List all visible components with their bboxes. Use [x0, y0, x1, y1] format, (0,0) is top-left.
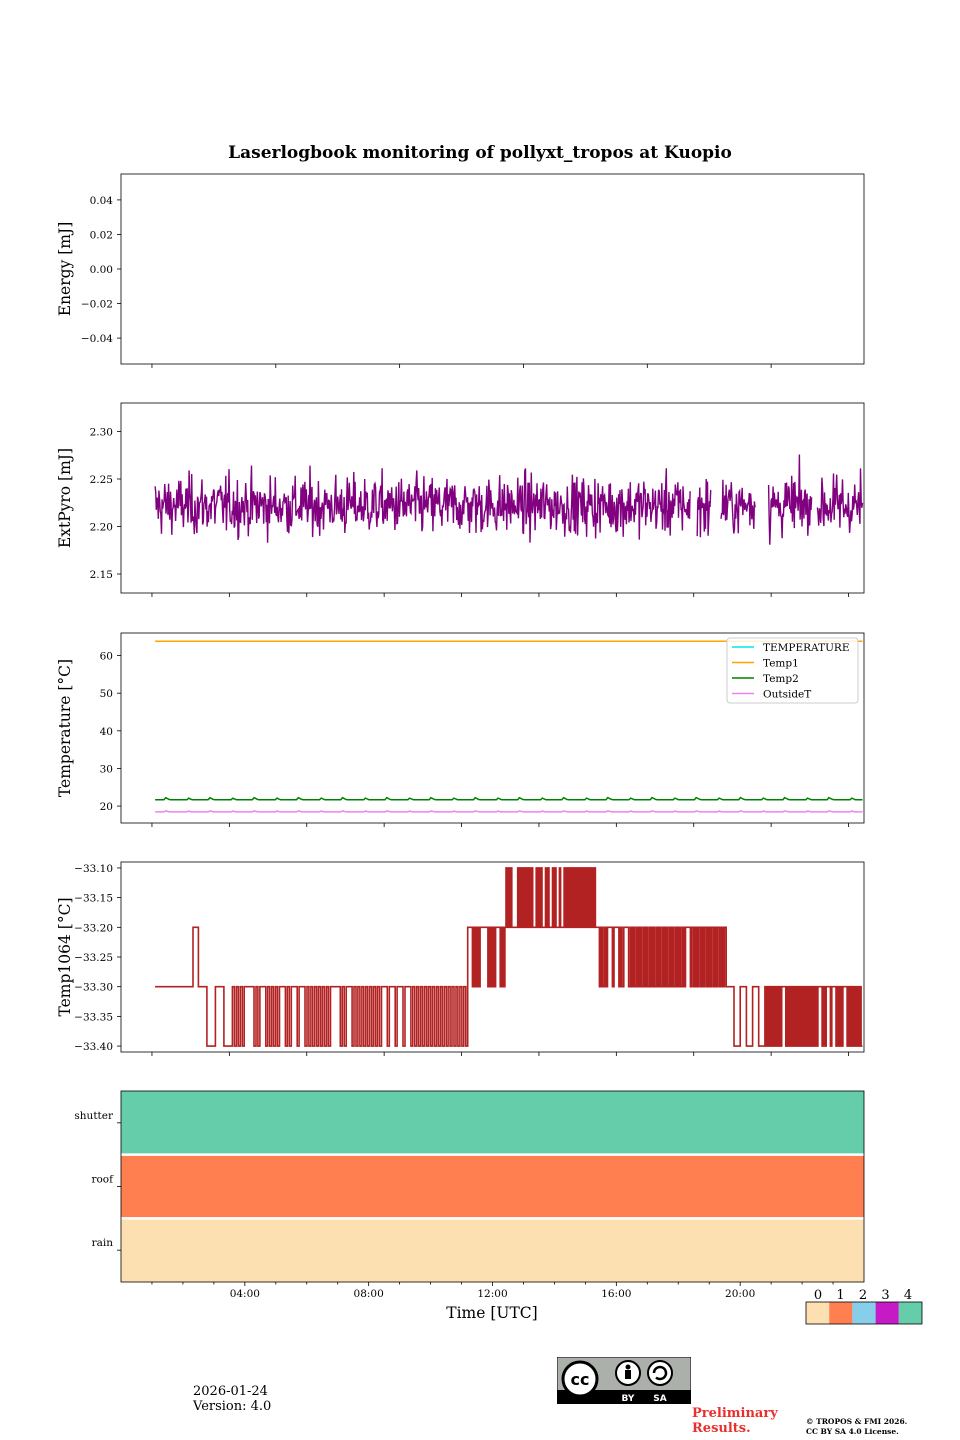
colorbar-swatch-1: [829, 1302, 853, 1324]
colorbar-label-1: 1: [836, 1288, 844, 1303]
temperature-ytick-label: 40: [100, 726, 113, 738]
energy-ylabel: Energy [mJ]: [56, 222, 74, 317]
temperature-legend: TEMPERATURE Temp1 Temp2 OutsideT: [726, 637, 859, 704]
panel-status: shutter roof rain 04:00 08:00 12:00 16:00 20:00…: [74, 1090, 865, 1322]
colorbar-swatch-2: [852, 1302, 876, 1324]
temp1064-ytick-label: −33.35: [74, 1011, 113, 1023]
status-row-roof: [121, 1155, 864, 1218]
temperature-ytick-label: 30: [100, 763, 113, 775]
status-xtick-label: 12:00: [477, 1288, 507, 1300]
energy-ytick-label: 0.02: [90, 229, 113, 241]
series-extpyro-line: [154, 454, 864, 545]
svg-text:cc: cc: [571, 1370, 590, 1389]
temp1064-ylabel: Temp1064 [°C]: [56, 897, 74, 1016]
energy-ytick-label: 0.00: [90, 264, 113, 276]
temp1064-ytick-label: −33.40: [74, 1041, 113, 1053]
sa-share-icon: [647, 1360, 673, 1386]
badge-sa-label: SA: [653, 1394, 666, 1404]
temperature-ytick-label: 20: [100, 801, 113, 813]
colorbar-swatch-4: [898, 1302, 922, 1324]
status-frame: [120, 1090, 865, 1283]
panel-temperature: 60 50 40 30 20 Temperature [°C] TEMPERATURE Tem…: [56, 632, 865, 827]
status-row-label-shutter: shutter: [74, 1110, 114, 1122]
cc-icon: [561, 1360, 599, 1398]
temp1064-plot-area: [155, 867, 863, 1047]
extpyro-ytick-label: 2.20: [90, 522, 113, 534]
extpyro-ytick-label: 2.25: [90, 474, 113, 486]
legend-label-temp2: Temp2: [763, 673, 799, 685]
temperature-frame: [120, 632, 865, 824]
legend-label-outsidet: OutsideT: [763, 689, 811, 701]
copyright-note: © TROPOS & FMI 2026. CC BY SA 4.0 Licens…: [806, 1417, 907, 1437]
cc-license-badge: cc BY SA: [557, 1357, 691, 1404]
panel-temp1064: −33.10 −33.15 −33.20 −33.25 −33.30 −33.35 −33.…: [56, 861, 865, 1056]
legend-box: [726, 637, 859, 704]
energy-frame: [120, 173, 865, 365]
copyright-line2: CC BY SA 4.0 License.: [806, 1427, 899, 1436]
preliminary-line1: Preliminary: [692, 1406, 778, 1421]
legend-label-temp1: Temp1: [763, 658, 799, 670]
extpyro-frame: [120, 402, 865, 594]
extpyro-plot-area: [154, 454, 864, 545]
extpyro-ytick-label: 2.15: [90, 569, 113, 581]
legend-label-temperature: TEMPERATURE: [763, 642, 850, 654]
temp1064-ytick-label: −33.25: [74, 952, 113, 964]
colorbar-label-2: 2: [859, 1288, 867, 1303]
colorbar-frame: [805, 1301, 923, 1325]
status-xtick-label: 20:00: [725, 1288, 755, 1300]
colorbar-label-4: 4: [904, 1288, 912, 1303]
colorbar-label-3: 3: [881, 1288, 889, 1303]
figure-title: Laserlogbook monitoring of pollyxt_tropo…: [228, 143, 732, 163]
temperature-ytick-label: 60: [100, 651, 113, 663]
status-row-label-roof: roof: [91, 1174, 114, 1186]
status-xtick-label: 16:00: [601, 1288, 631, 1300]
energy-ytick-label: −0.02: [81, 299, 113, 311]
status-row-shutter: [121, 1091, 864, 1154]
status-xlabel: Time [UTC]: [446, 1304, 537, 1322]
panel-extpyro: 2.30 2.25 2.20 2.15 ExtPyro [mJ]: [56, 402, 865, 597]
temp1064-ytick-label: −33.30: [74, 982, 113, 994]
temp1064-ytick-label: −33.10: [74, 863, 113, 875]
footer-version: Version: 4.0: [193, 1399, 272, 1414]
temp1064-ytick-label: −33.20: [74, 922, 113, 934]
temp1064-ytick-label: −33.15: [74, 893, 113, 905]
status-xtick-label: 08:00: [354, 1288, 384, 1300]
status-xtick-label: 04:00: [230, 1288, 260, 1300]
series-temp1064-line: [155, 867, 863, 1047]
energy-ytick-label: −0.04: [81, 333, 113, 345]
temperature-ytick-label: 50: [100, 688, 113, 700]
temp1064-frame: [120, 861, 865, 1053]
extpyro-ytick-label: 2.30: [90, 427, 113, 439]
energy-ytick-label: 0.04: [90, 195, 114, 207]
copyright-line1: © TROPOS & FMI 2026.: [806, 1417, 908, 1426]
status-row-rain: [121, 1219, 864, 1282]
panel-energy: 0.04 0.02 0.00 −0.02 −0.04 Energy [mJ]: [56, 173, 865, 368]
badge-by-label: BY: [622, 1394, 635, 1404]
temperature-ylabel: Temperature [°C]: [56, 659, 74, 797]
colorbar-swatch-0: [806, 1302, 830, 1324]
footer-info: 2026-01-24 Version: 4.0: [193, 1384, 271, 1414]
preliminary-note: Preliminary Results.: [692, 1406, 778, 1436]
colorbar-swatch-3: [875, 1302, 899, 1324]
colorbar-label-0: 0: [814, 1288, 822, 1303]
status-row-label-rain: rain: [92, 1237, 114, 1249]
series-outsidet-line: [155, 810, 863, 813]
extpyro-ylabel: ExtPyro [mJ]: [56, 448, 74, 548]
series-temp2-line: [155, 796, 863, 801]
footer-date: 2026-01-24: [193, 1384, 268, 1399]
preliminary-line2: Results.: [692, 1421, 751, 1436]
